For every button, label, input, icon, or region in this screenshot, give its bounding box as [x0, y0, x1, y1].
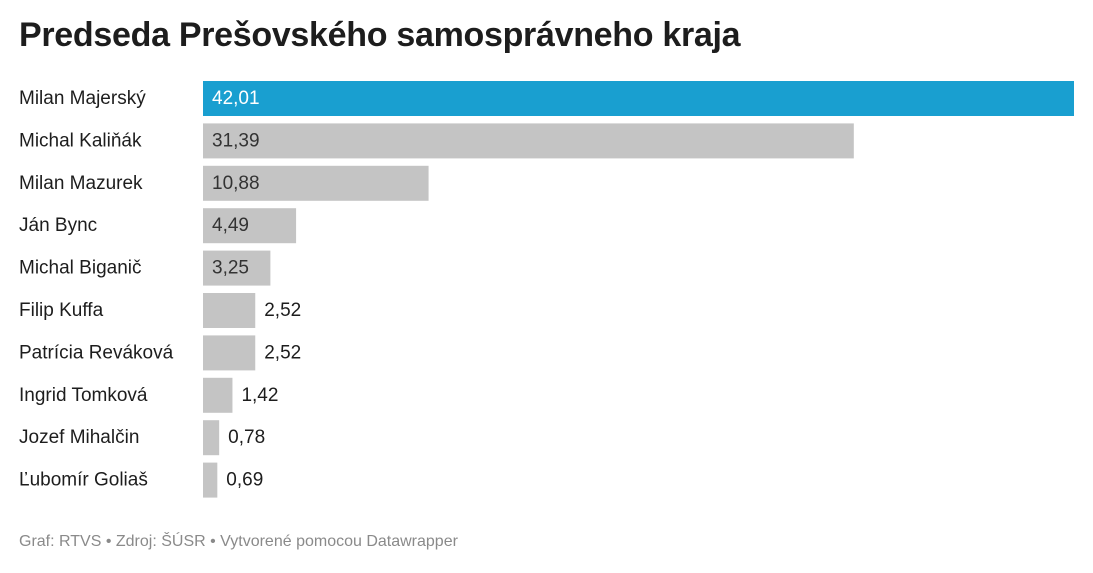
chart-title: Predseda Prešovského samosprávneho kraja [19, 16, 741, 54]
data-label: 31,39 [212, 130, 260, 151]
chart-footer: Graf: RTVS • Zdroj: ŠÚSR • Vytvorené pom… [19, 533, 458, 550]
category-label: Milan Mazurek [19, 173, 143, 194]
data-label: 2,52 [264, 342, 301, 363]
bar [203, 377, 233, 413]
data-label: 1,42 [241, 385, 278, 406]
data-label: 0,69 [226, 470, 263, 491]
data-label: 0,78 [228, 427, 265, 448]
category-label: Ján Bync [19, 215, 97, 236]
data-label: 10,88 [212, 173, 260, 194]
data-label: 3,25 [212, 258, 249, 279]
data-label: 2,52 [264, 300, 301, 321]
category-label: Filip Kuffa [19, 300, 104, 321]
bar [203, 420, 220, 456]
category-label: Michal Kaliňák [19, 130, 142, 151]
bar [203, 208, 297, 244]
category-label: Ľubomír Goliaš [19, 470, 148, 491]
bar [203, 335, 256, 371]
category-label: Michal Biganič [19, 258, 142, 279]
bar [203, 462, 218, 498]
bar [203, 165, 429, 201]
bar [203, 293, 256, 328]
bar [203, 123, 854, 159]
bar [203, 81, 1074, 116]
category-label: Patrícia Reváková [19, 342, 174, 363]
bar [203, 250, 271, 286]
category-label: Milan Majerský [19, 88, 146, 109]
category-label: Jozef Mihalčin [19, 427, 139, 448]
data-label: 42,01 [212, 88, 260, 109]
data-label: 4,49 [212, 215, 249, 236]
category-label: Ingrid Tomková [19, 385, 148, 406]
